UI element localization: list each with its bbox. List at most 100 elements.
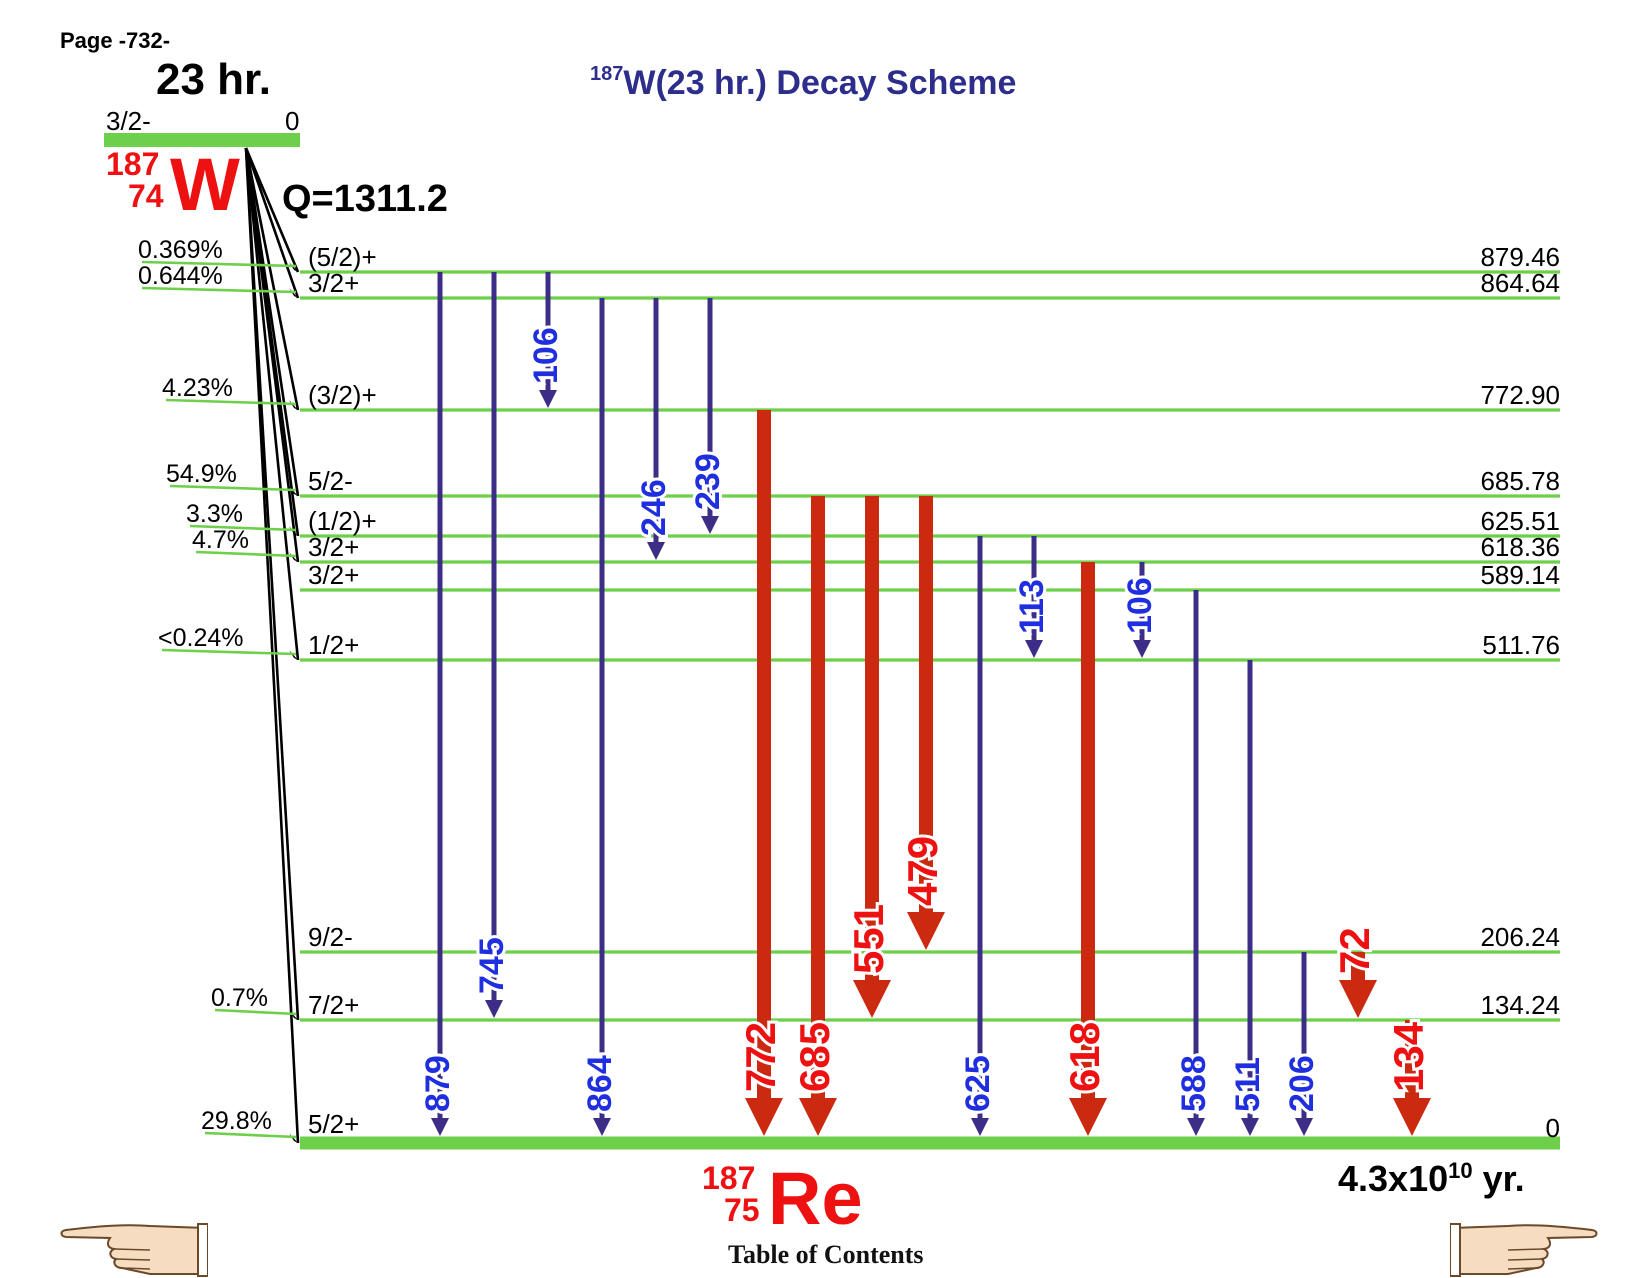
gamma-energy-label: 246 <box>635 479 673 536</box>
gamma-arrowhead <box>1295 1118 1313 1136</box>
feed-indicator-line <box>214 1008 297 1016</box>
gamma-energy-label: 106 <box>527 327 565 384</box>
feed-indicator-line <box>141 286 297 294</box>
feed-intensity-label: 0.644% <box>138 262 223 290</box>
gamma-arrowhead <box>1339 980 1377 1018</box>
level-energy-label: 511.76 <box>1482 630 1560 660</box>
gamma-energy-label: 206 <box>1283 1055 1321 1112</box>
gamma-arrowhead <box>1393 1098 1431 1136</box>
level-spin-label: 3/2+ <box>308 560 359 590</box>
level-energy-label: 864.64 <box>1480 268 1560 298</box>
feed-indicator-line <box>204 1131 297 1139</box>
level-spin-label: 5/2+ <box>308 1109 359 1139</box>
level-spin-label: 7/2+ <box>308 990 359 1020</box>
level-energy-label: 879.46 <box>1480 242 1560 272</box>
parent-spin: 3/2- <box>106 106 151 136</box>
feed-indicator-line <box>189 524 297 532</box>
feed-intensity-label: 4.23% <box>162 374 233 402</box>
title-mass-number: 187 <box>590 62 624 85</box>
level-spin-label: (5/2)+ <box>308 242 377 272</box>
daughter-halflife: 4.3x1010 yr. <box>1338 1158 1525 1200</box>
level-energy-label: 134.24 <box>1480 990 1560 1020</box>
title-text: W(23 hr.) Decay Scheme <box>623 64 1017 102</box>
level-energy-label: 685.78 <box>1480 466 1560 496</box>
pointing-hand-right-icon[interactable] <box>1450 1218 1600 1278</box>
feed-intensity-label: 29.8% <box>201 1107 272 1135</box>
level-spin-label: 3/2+ <box>308 532 359 562</box>
feed-intensity-label: 4.7% <box>192 526 249 554</box>
gamma-energy-label: 864 <box>581 1055 619 1112</box>
level-spin-label: 3/2+ <box>308 268 359 298</box>
parent-symbol: W <box>170 143 240 226</box>
beta-feed-line <box>244 147 300 411</box>
gamma-energy-label: 479 <box>899 836 946 906</box>
daughter-halflife-base: 4.3x10 <box>1338 1158 1449 1199</box>
gamma-arrowhead <box>485 1000 503 1018</box>
gamma-energy-label: 113 <box>1013 579 1051 634</box>
feed-indicator-line <box>169 484 297 492</box>
daughter-mass-number: 187 <box>702 1160 756 1196</box>
feed-intensity-label: 0.7% <box>211 984 268 1012</box>
gamma-arrowhead <box>1133 640 1151 658</box>
parent-mass-number: 187 <box>106 146 160 182</box>
level-energy-label: 618.36 <box>1480 532 1560 562</box>
page-label: Page -732- <box>60 28 171 53</box>
gamma-arrowhead <box>745 1098 783 1136</box>
daughter-symbol: Re <box>768 1157 863 1240</box>
gamma-arrowhead <box>1241 1118 1259 1136</box>
feed-intensity-label: 54.9% <box>166 460 237 488</box>
table-of-contents-link[interactable]: Table of Contents <box>728 1240 924 1269</box>
gamma-arrowhead <box>431 1118 449 1136</box>
daughter-halflife-exponent: 10 <box>1448 1158 1473 1183</box>
gamma-energy-label: 72 <box>1331 927 1378 974</box>
level-spin-label: (1/2)+ <box>308 506 377 536</box>
beta-feed-line <box>244 147 300 1144</box>
gamma-arrowhead <box>853 980 891 1018</box>
gamma-arrowhead <box>971 1118 989 1136</box>
gamma-arrowhead <box>907 912 945 950</box>
daughter-atomic-number: 75 <box>724 1192 760 1228</box>
gamma-energy-label: 618 <box>1061 1022 1108 1092</box>
gamma-arrowhead <box>647 542 665 560</box>
gamma-energy-label: 625 <box>959 1055 997 1112</box>
beta-feed-line <box>244 147 300 563</box>
parent-halflife: 23 hr. <box>156 55 271 104</box>
gamma-energy-label: 745 <box>473 937 511 994</box>
gamma-energy-label: 239 <box>689 453 727 510</box>
level-energy-label: 206.24 <box>1480 922 1560 952</box>
level-energy-label: 772.90 <box>1480 380 1560 410</box>
feed-indicator-line <box>161 648 297 656</box>
level-spin-label: 1/2+ <box>308 630 359 660</box>
feed-intensity-label: 0.369% <box>138 236 223 264</box>
level-energy-label: 0 <box>1546 1113 1560 1143</box>
diagram-title: 187W(23 hr.) Decay Scheme <box>590 62 1017 103</box>
level-energy-label: 625.51 <box>1480 506 1560 536</box>
level-spin-label: 9/2- <box>308 922 353 952</box>
gamma-energy-label: 551 <box>845 904 892 974</box>
level-spin-label: 5/2- <box>308 466 353 496</box>
gamma-arrowhead <box>593 1118 611 1136</box>
gamma-arrowhead <box>701 516 719 534</box>
gamma-energy-label: 134 <box>1385 1021 1432 1092</box>
parent-atomic-number: 74 <box>128 178 164 214</box>
feed-intensity-label: 3.3% <box>186 500 243 528</box>
parent-energy: 0 <box>285 106 300 136</box>
daughter-halflife-unit: yr. <box>1472 1158 1525 1199</box>
gamma-energy-label: 106 <box>1121 577 1159 634</box>
gamma-energy-label: 588 <box>1175 1055 1213 1112</box>
feed-intensity-label: <0.24% <box>158 624 244 652</box>
gamma-energy-label: 772 <box>737 1022 784 1092</box>
beta-feed-line <box>244 147 300 273</box>
level-energy-label: 589.14 <box>1480 560 1560 590</box>
beta-feed-line <box>244 147 300 299</box>
feed-indicator-line <box>165 398 297 406</box>
gamma-arrowhead <box>1025 640 1043 658</box>
feed-indicator-line <box>195 550 297 558</box>
gamma-energy-label: 879 <box>419 1055 457 1112</box>
gamma-arrowhead <box>1187 1118 1205 1136</box>
feed-indicator-line <box>141 260 297 268</box>
level-spin-label: (3/2)+ <box>308 380 377 410</box>
pointing-hand-left-icon[interactable] <box>58 1218 208 1278</box>
gamma-arrowhead <box>799 1098 837 1136</box>
